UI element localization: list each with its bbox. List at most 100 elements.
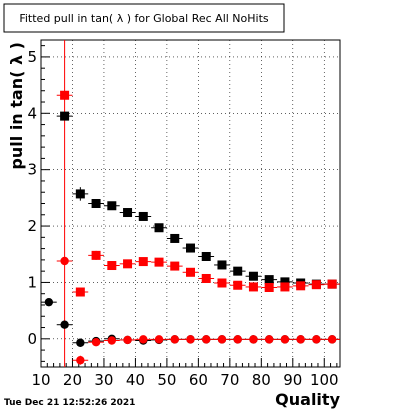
data-point xyxy=(56,256,73,266)
data-point xyxy=(182,243,199,253)
data-point xyxy=(245,282,262,292)
y-tick-label: 2 xyxy=(27,217,37,235)
data-point xyxy=(308,335,325,344)
square-marker xyxy=(264,275,274,285)
x-tick-label: 60 xyxy=(189,371,208,389)
square-marker xyxy=(186,243,195,253)
data-point xyxy=(198,335,215,344)
series-black-square xyxy=(56,111,340,289)
data-point xyxy=(72,355,89,365)
title-box: Fitted pull in tan( λ ) for Global Rec A… xyxy=(3,3,285,33)
x-tick-label: 100 xyxy=(310,371,339,389)
circle-marker xyxy=(312,335,321,344)
title-frame xyxy=(3,3,285,33)
square-marker xyxy=(60,111,70,121)
data-point xyxy=(166,335,183,344)
data-point xyxy=(88,250,104,260)
square-marker xyxy=(170,233,180,243)
data-point xyxy=(324,279,340,289)
circle-marker xyxy=(76,338,85,347)
data-point xyxy=(198,251,215,261)
square-marker xyxy=(75,287,85,297)
square-marker xyxy=(138,257,148,267)
square-marker xyxy=(217,260,227,270)
circle-marker xyxy=(170,335,179,344)
square-marker xyxy=(154,257,164,267)
data-point xyxy=(166,233,183,243)
x-tick-label: 50 xyxy=(157,371,176,389)
square-marker xyxy=(107,201,117,211)
data-point xyxy=(72,338,89,347)
data-point xyxy=(88,199,104,208)
square-marker xyxy=(233,280,243,290)
circle-marker xyxy=(107,336,117,345)
x-tick-labels: 10 20 30 40 50 60 70 80 90 100 xyxy=(31,371,338,389)
data-point xyxy=(308,280,325,290)
square-marker xyxy=(138,211,148,221)
circle-marker xyxy=(186,335,195,344)
data-point xyxy=(182,335,199,344)
square-marker xyxy=(311,280,321,290)
circle-marker xyxy=(296,335,305,344)
y-tick-label: 5 xyxy=(27,48,37,66)
square-marker xyxy=(91,199,101,208)
data-point xyxy=(119,208,136,218)
circle-marker xyxy=(154,335,164,344)
square-marker xyxy=(248,282,258,292)
data-point xyxy=(166,261,183,271)
square-marker xyxy=(107,261,117,271)
data-point xyxy=(261,335,278,344)
circle-marker xyxy=(60,320,69,329)
data-point xyxy=(214,278,230,288)
data-point xyxy=(72,287,89,297)
circle-marker xyxy=(139,335,148,344)
circle-marker xyxy=(280,335,290,344)
square-marker xyxy=(233,266,243,276)
x-axis-label: Quality xyxy=(275,390,340,409)
timestamp: Tue Dec 21 12:52:26 2021 xyxy=(4,398,135,408)
y-tick-label: 3 xyxy=(27,161,37,179)
data-point xyxy=(151,335,167,344)
square-marker xyxy=(75,189,85,199)
square-marker xyxy=(60,90,70,100)
data-point xyxy=(56,90,73,100)
square-marker xyxy=(280,282,290,292)
square-marker xyxy=(217,278,227,288)
circle-marker xyxy=(44,297,54,307)
circle-marker xyxy=(202,335,211,344)
x-tick-label: 20 xyxy=(63,371,82,389)
data-point xyxy=(119,259,136,269)
square-marker xyxy=(264,283,274,293)
data-point xyxy=(292,335,309,344)
data-point xyxy=(135,211,152,221)
data-point xyxy=(277,282,293,292)
circle-marker xyxy=(91,337,101,347)
circle-marker xyxy=(264,335,274,344)
square-marker xyxy=(201,273,211,283)
square-marker xyxy=(248,271,258,281)
square-marker xyxy=(280,277,290,287)
data-point xyxy=(41,297,57,307)
y-tick-label: 0 xyxy=(27,330,37,348)
data-point xyxy=(72,187,89,201)
x-tick-label: 30 xyxy=(94,371,113,389)
data-point xyxy=(245,335,262,344)
circle-marker xyxy=(123,335,132,345)
square-marker xyxy=(123,208,133,218)
square-marker xyxy=(170,261,180,271)
circle-marker xyxy=(327,335,337,344)
x-tick-label: 10 xyxy=(31,371,50,389)
x-tick-label: 40 xyxy=(126,371,145,389)
data-point xyxy=(151,257,167,267)
axis-ticks xyxy=(40,45,338,367)
data-point xyxy=(103,336,120,345)
y-axis-label: pull in tan( λ ) xyxy=(7,42,26,170)
data-point xyxy=(277,335,293,344)
data-point xyxy=(135,335,152,344)
square-marker xyxy=(154,223,164,233)
data-point xyxy=(229,266,246,276)
series-red-circle xyxy=(56,256,340,365)
square-marker xyxy=(296,281,306,291)
data-point xyxy=(88,337,104,347)
data-point xyxy=(103,201,120,211)
